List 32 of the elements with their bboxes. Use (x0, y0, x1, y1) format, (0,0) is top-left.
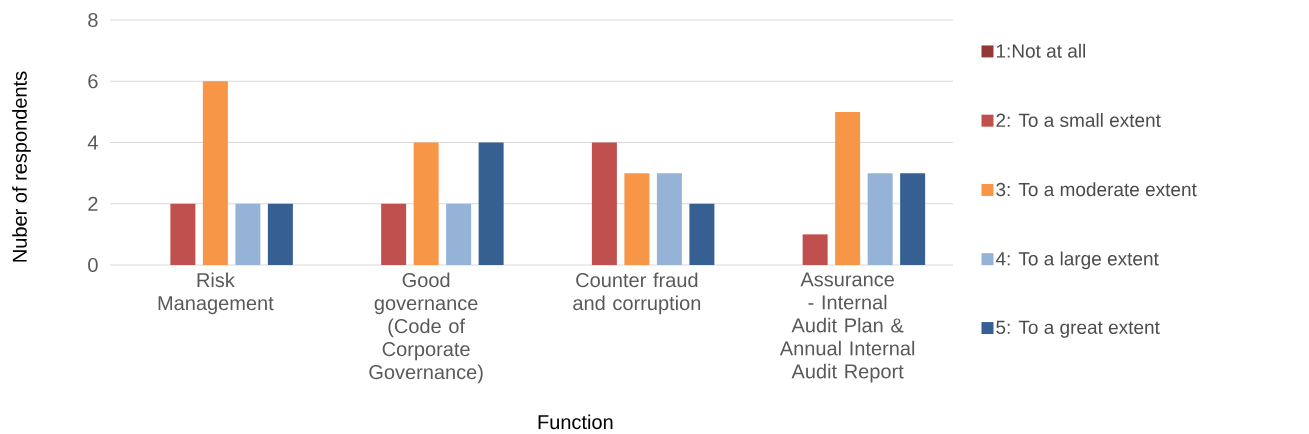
x-tick-label: Counter fraud and corruption (573, 272, 701, 315)
bar (381, 203, 407, 265)
bar (267, 203, 293, 265)
legend-label: 3: To a moderate extent (996, 182, 1197, 197)
bar (413, 142, 439, 265)
bar (624, 173, 650, 265)
x-tick-label: Good governance (Code of Corporate Governance) (369, 272, 483, 384)
x-axis-title: Function (538, 414, 613, 430)
y-tick-label: 2 (88, 196, 98, 211)
y-tick-label: 6 (88, 74, 98, 89)
legend-label: 5: To a great extent (996, 320, 1160, 338)
legend-label: 2: To a small extent (996, 113, 1161, 127)
bar (170, 203, 196, 265)
legend-label: 4: To a large extent (995, 251, 1159, 270)
bar (446, 203, 472, 265)
bar (235, 203, 261, 265)
x-tick-label: Risk Management (158, 272, 274, 315)
bar (867, 173, 893, 265)
y-tick-label: 0 (88, 257, 98, 273)
x-tick-label: Assurance - Internal Audit Plan & Annual Internal Audit Report (779, 272, 915, 383)
bar (202, 81, 228, 265)
bar (656, 173, 682, 265)
bar (478, 142, 504, 265)
y-tick-label: 8 (88, 12, 98, 28)
y-tick-label: 4 (87, 135, 98, 150)
bar (835, 111, 861, 265)
bar (900, 173, 926, 265)
y-axis-title: Nuber of respondents (12, 71, 31, 262)
bar (802, 234, 828, 265)
bar (591, 142, 617, 265)
legend-label: 1:Not at all (996, 43, 1086, 58)
bar (689, 203, 715, 265)
